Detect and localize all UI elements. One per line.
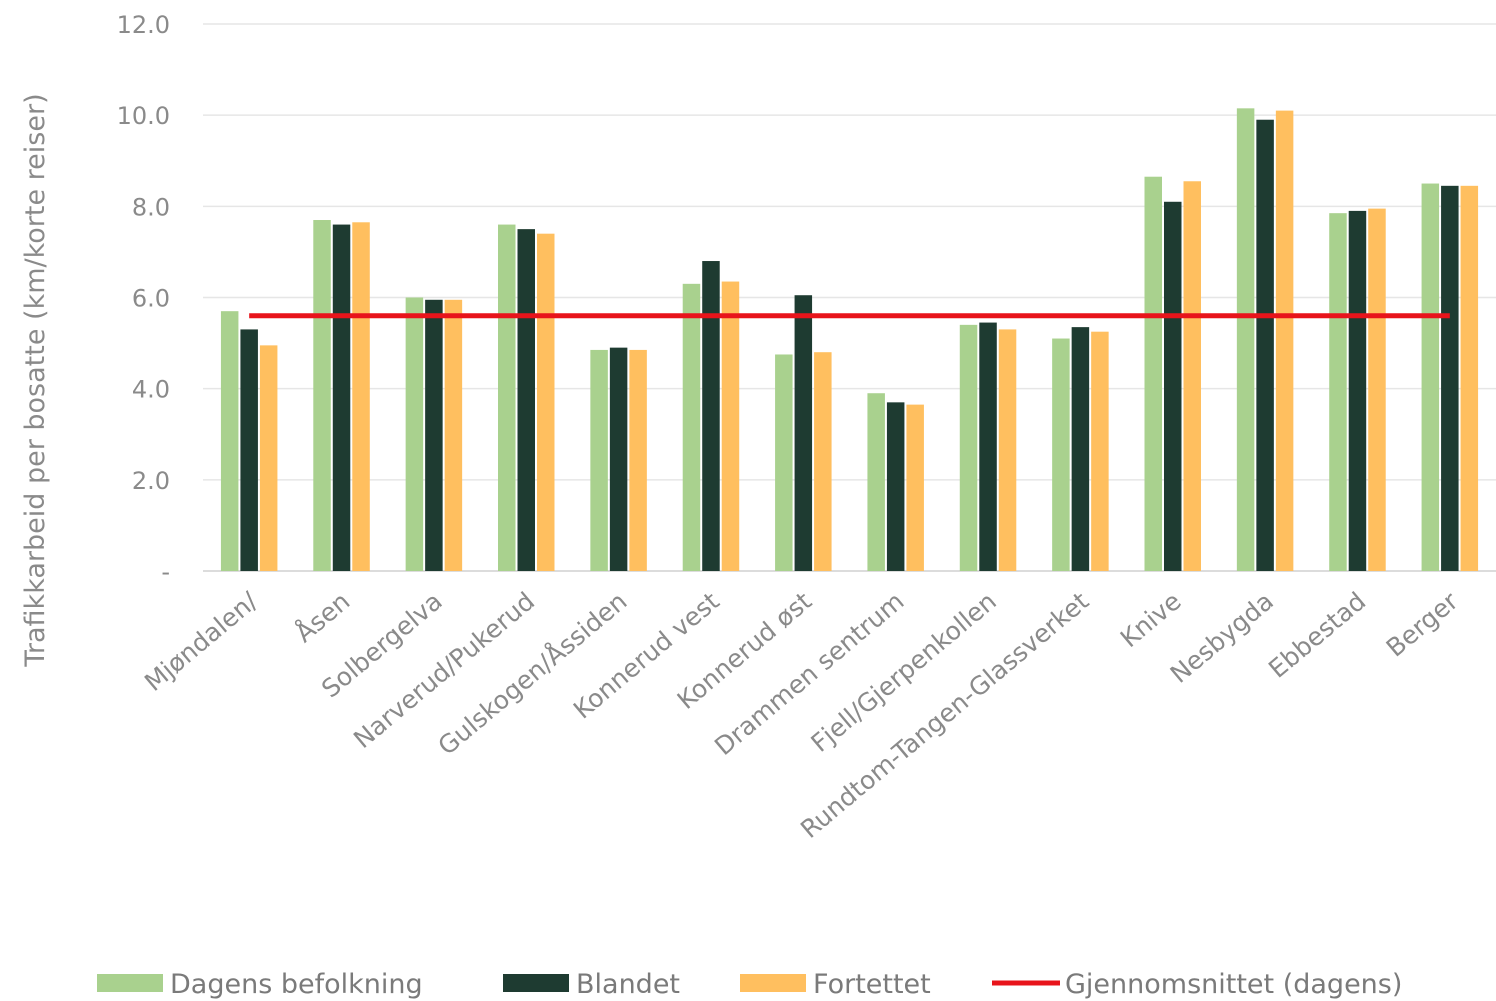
bar-fortettet	[1275, 110, 1294, 571]
bar-fortettet	[352, 222, 370, 571]
bar-blandet	[1348, 210, 1367, 571]
bar-blandet	[1441, 185, 1459, 571]
bar-dagens-befolkning	[405, 297, 424, 571]
x-category-label: Knive	[1115, 586, 1187, 653]
legend-label: Fortettet	[813, 969, 931, 1000]
legend-swatch	[503, 974, 569, 992]
legend: Dagens befolkning Blandet Fortettet Gjennom…	[97, 969, 1402, 1000]
bar-fortettet	[998, 329, 1017, 571]
x-category-label: Nesbygda	[1165, 586, 1279, 688]
gridlines	[203, 23, 1496, 572]
y-tick-label: 10.0	[117, 102, 170, 130]
y-tick-label: 12.0	[117, 11, 170, 39]
bar-fortettet	[444, 299, 463, 571]
bar-fortettet	[814, 352, 832, 571]
legend-label: Gjennomsnittet (dagens)	[1065, 969, 1402, 1000]
bar-dagens-befolkning	[1329, 213, 1347, 571]
legend-label: Blandet	[576, 969, 680, 1000]
x-axis-labels: Mjøndalen/ÅsenSolbergelvaNarverud/Pukeru…	[139, 586, 1464, 844]
legend-swatch	[740, 974, 806, 992]
bar-blandet	[240, 329, 258, 571]
y-tick-label: 2.0	[132, 467, 170, 495]
bar-blandet	[1256, 119, 1274, 571]
bar-blandet	[609, 347, 628, 571]
bar-blandet	[886, 402, 905, 571]
bars	[220, 108, 1479, 572]
bar-blandet	[425, 299, 443, 571]
bar-blandet	[1164, 201, 1182, 571]
y-tick-label: 8.0	[132, 193, 170, 221]
bar-dagens-befolkning	[313, 220, 331, 571]
bar-fortettet	[1183, 181, 1201, 571]
bar-dagens-befolkning	[590, 349, 608, 571]
x-category-label: Ebbestad	[1263, 586, 1371, 683]
y-tick-label: -	[161, 558, 170, 586]
bar-fortettet	[721, 281, 740, 571]
bar-dagens-befolkning	[1052, 338, 1070, 571]
bar-fortettet	[1460, 185, 1479, 571]
bar-dagens-befolkning	[498, 224, 516, 572]
legend-swatch	[97, 974, 163, 992]
bar-fortettet	[537, 233, 555, 571]
x-category-label: Berger	[1381, 586, 1464, 663]
y-axis-title: Trafikkarbeid per bosatte (km/korte reis…	[20, 93, 51, 667]
bar-dagens-befolkning	[682, 283, 701, 571]
legend-label: Dagens befolkning	[170, 969, 423, 1000]
bar-fortettet	[259, 345, 278, 571]
bar-blandet	[517, 229, 535, 571]
bar-blandet	[702, 261, 720, 571]
y-tick-label: 4.0	[132, 376, 170, 404]
bar-blandet	[1071, 327, 1090, 571]
x-category-label: Mjøndalen/	[139, 586, 263, 697]
bar-fortettet	[629, 349, 647, 571]
bar-dagens-befolkning	[1144, 176, 1162, 571]
bar-dagens-befolkning	[959, 324, 978, 571]
bar-blandet	[979, 322, 997, 571]
bar-blandet	[794, 295, 813, 571]
bar-blandet	[332, 224, 351, 572]
x-category-label: Åsen	[290, 586, 356, 648]
y-axis-ticks: - 2.0 4.0 6.0 8.0 10.0 12.0	[117, 11, 170, 586]
bar-dagens-befolkning	[1421, 183, 1440, 571]
bar-fortettet	[906, 404, 924, 571]
bar-dagens-befolkning	[1236, 108, 1255, 572]
y-tick-label: 6.0	[132, 285, 170, 313]
bar-dagens-befolkning	[775, 354, 793, 571]
bar-fortettet	[1368, 208, 1386, 572]
bar-dagens-befolkning	[220, 311, 239, 571]
bar-fortettet	[1091, 331, 1109, 571]
bar-dagens-befolkning	[867, 393, 885, 571]
